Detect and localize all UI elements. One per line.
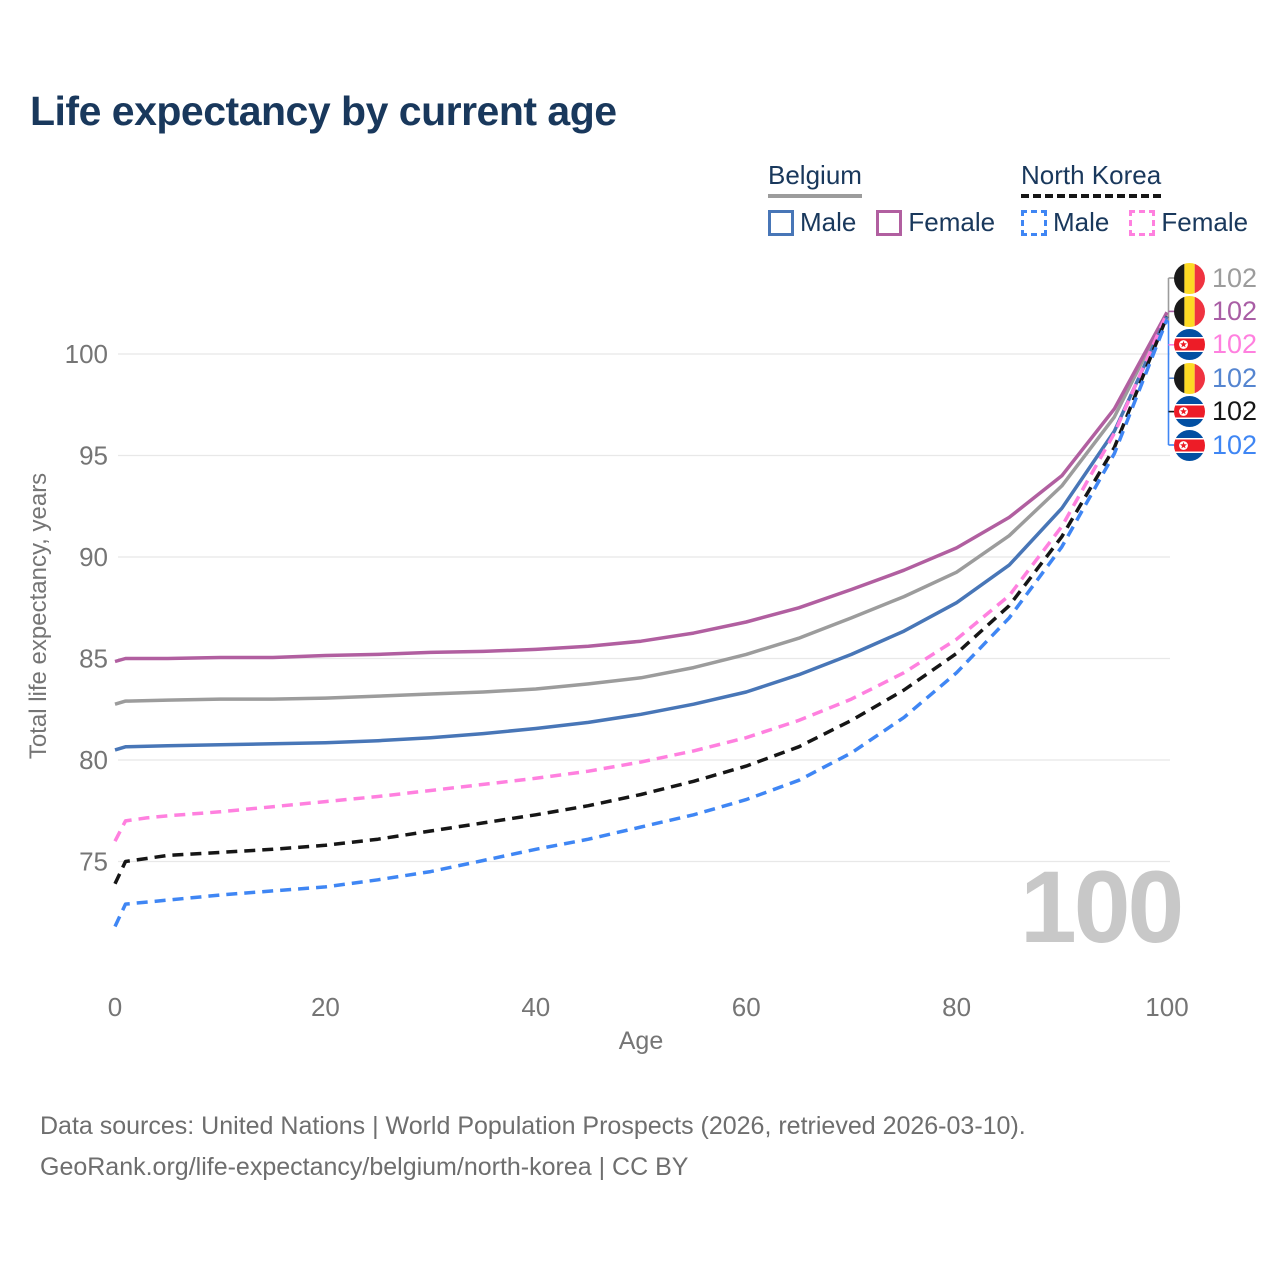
end-label-value: 102	[1212, 362, 1258, 393]
belgium-female-swatch-icon	[876, 209, 903, 236]
x-tick-label: 40	[521, 992, 550, 1022]
legend-item-north-korea-male[interactable]: Male	[1021, 207, 1109, 238]
legend-label: Female	[908, 207, 996, 237]
y-tick-label: 95	[79, 441, 108, 471]
end-label-row: 102	[1174, 295, 1257, 327]
end-label-value: 102	[1212, 329, 1258, 360]
legend-group-north-korea: North Korea Male Female	[1021, 160, 1268, 238]
north-korea-female-swatch-icon	[1129, 209, 1156, 236]
legend-items-belgium: Male Female	[768, 207, 1015, 238]
series-line-north-korea-female[interactable]	[113, 312, 1169, 843]
footer: Data sources: United Nations | World Pop…	[40, 1106, 1026, 1188]
footer-sources: Data sources: United Nations | World Pop…	[40, 1112, 1026, 1140]
legend-item-belgium-female[interactable]: Female	[876, 207, 995, 238]
legend-item-north-korea-female[interactable]: Female	[1129, 207, 1248, 238]
legend-country-north-korea: North Korea	[1021, 160, 1162, 198]
belgium-male-swatch-icon	[768, 209, 794, 236]
x-tick-label: 20	[311, 992, 340, 1022]
series-line-north-korea-total[interactable]	[113, 315, 1169, 885]
series-line-belgium-female[interactable]	[114, 311, 1169, 664]
north-korea-flag-icon	[1174, 329, 1205, 360]
hovered-age-watermark: 100	[1020, 850, 1184, 964]
legend-label: Female	[1161, 207, 1249, 237]
x-tick-label: 0	[108, 992, 122, 1022]
end-label-row: 102	[1174, 329, 1257, 361]
legend-items-north-korea: Male Female	[1021, 207, 1268, 238]
end-label-row: 102	[1174, 429, 1257, 461]
series-line-belgium-male[interactable]	[114, 315, 1169, 752]
y-tick-label: 80	[79, 745, 108, 775]
page-title: Life expectancy by current age	[30, 88, 617, 134]
end-label-value: 102	[1212, 262, 1258, 293]
end-label-row: 102	[1174, 262, 1257, 294]
end-label-row: 102	[1174, 396, 1257, 428]
legend-group-belgium: Belgium Male Female	[768, 160, 1015, 238]
legend-label: Male	[1053, 207, 1110, 237]
belgium-flag-icon	[1174, 263, 1205, 294]
belgium-flag-icon	[1174, 296, 1205, 327]
end-label-value: 102	[1212, 295, 1258, 326]
y-tick-label: 100	[65, 339, 108, 369]
series-line-belgium-total[interactable]	[114, 311, 1169, 706]
y-tick-label: 90	[79, 542, 108, 572]
north-korea-flag-icon	[1174, 396, 1205, 427]
y-tick-label: 75	[79, 847, 108, 877]
y-tick-label: 85	[79, 644, 108, 674]
x-tick-label: 80	[942, 992, 971, 1022]
end-label-value: 102	[1212, 396, 1258, 427]
legend-item-belgium-male[interactable]: Male	[768, 207, 856, 238]
end-label-value: 102	[1212, 429, 1258, 460]
north-korea-flag-icon	[1174, 430, 1205, 461]
end-label-row: 102	[1174, 362, 1257, 394]
belgium-flag-icon	[1174, 363, 1205, 394]
x-axis-title: Age	[619, 1027, 663, 1055]
legend-label: Male	[800, 207, 857, 237]
footer-link[interactable]: GeoRank.org/life-expectancy/belgium/nort…	[40, 1153, 689, 1181]
x-tick-label: 100	[1145, 992, 1188, 1022]
legend-country-belgium: Belgium	[768, 160, 862, 198]
series-line-north-korea-male[interactable]	[113, 318, 1169, 928]
x-tick-label: 60	[732, 992, 761, 1022]
y-axis-title: Total life expectancy, years	[25, 473, 52, 759]
north-korea-male-swatch-icon	[1021, 209, 1047, 236]
end-labels: 102 102 102 102 102 102	[1174, 0, 1280, 500]
